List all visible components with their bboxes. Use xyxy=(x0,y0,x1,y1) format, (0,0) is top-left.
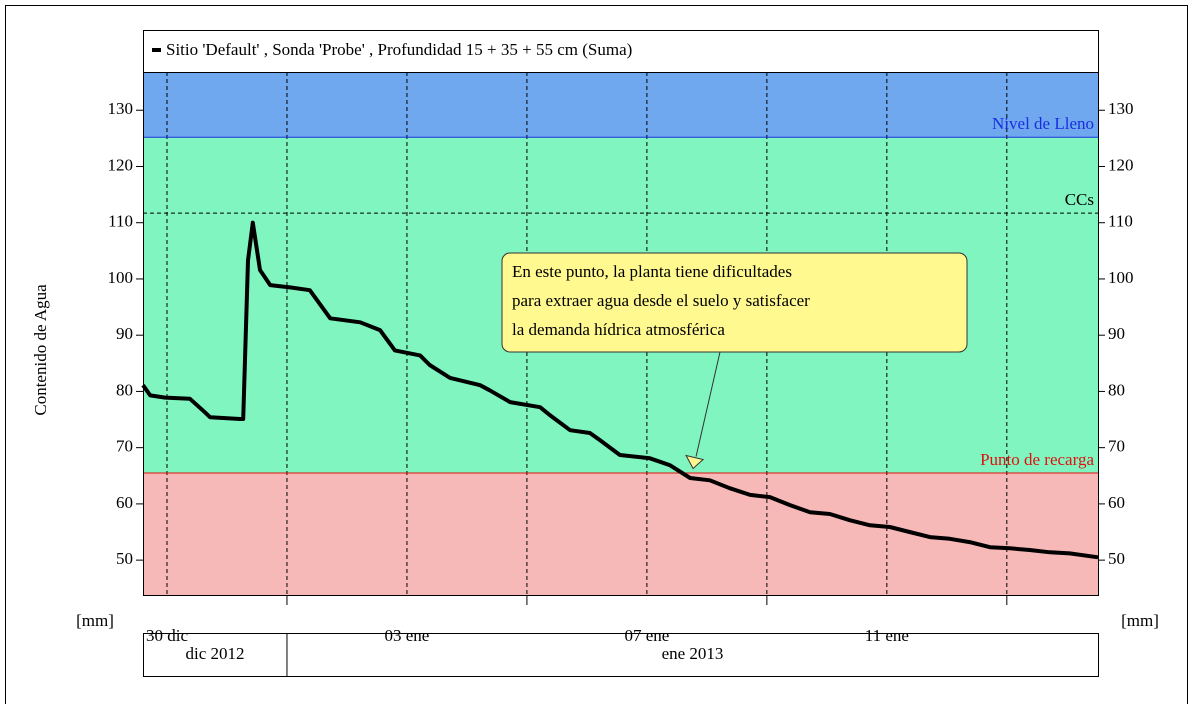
x-tick-label: 11 ene xyxy=(865,626,909,645)
x-tick-label: 07 ene xyxy=(624,626,669,645)
y-tick-label: 90 xyxy=(1108,324,1125,343)
y-tick-label: 100 xyxy=(108,268,134,287)
legend-swatch xyxy=(152,48,161,52)
y-tick-label: 80 xyxy=(116,380,133,399)
annotation-arrow xyxy=(695,351,721,457)
y-tick-label: 60 xyxy=(1108,493,1125,512)
y-tick-label: 80 xyxy=(1108,380,1125,399)
month-label: ene 2013 xyxy=(662,644,724,663)
y-axis-label: Contenido de Agua xyxy=(31,284,50,416)
level-label: Punto de recarga xyxy=(980,450,1094,469)
month-row xyxy=(143,633,1099,677)
month-label: dic 2012 xyxy=(185,644,244,663)
y-tick-label: 130 xyxy=(1108,99,1134,118)
y-unit: [mm] xyxy=(76,611,114,630)
y-tick-label: 110 xyxy=(108,212,133,231)
y-tick-label: 110 xyxy=(1108,212,1133,231)
band xyxy=(143,472,1098,595)
annotation-box xyxy=(501,252,968,353)
y-tick-label: 100 xyxy=(1108,268,1134,287)
x-tick-label: 30 dic xyxy=(146,626,188,645)
y-tick-label: 120 xyxy=(108,155,134,174)
y-tick-label: 90 xyxy=(116,324,133,343)
annotation-text: la demanda hídrica atmosférica xyxy=(512,320,725,339)
y-tick-label: 70 xyxy=(1108,437,1125,456)
annotation-text: En este punto, la planta tiene dificulta… xyxy=(512,262,792,281)
frame xyxy=(5,5,1188,704)
y-tick-label: 130 xyxy=(108,99,134,118)
band xyxy=(143,72,1098,138)
level-label: CCs xyxy=(1065,190,1094,209)
y-unit: [mm] xyxy=(1121,611,1159,630)
y-tick-label: 50 xyxy=(1108,549,1125,568)
level-label: Nivel de Lleno xyxy=(992,114,1094,133)
legend-entry: Sitio 'Default' , Sonda 'Probe' , Profun… xyxy=(166,40,632,59)
x-tick-label: 03 ene xyxy=(385,626,430,645)
annotation-arrowhead xyxy=(685,454,705,470)
plot-border xyxy=(143,72,1099,596)
y-tick-label: 60 xyxy=(116,493,133,512)
series-line xyxy=(141,220,1099,560)
y-tick-label: 70 xyxy=(116,437,133,456)
y-tick-label: 50 xyxy=(116,549,133,568)
annotation-text: para extraer agua desde el suelo y satis… xyxy=(512,291,810,310)
y-tick-label: 120 xyxy=(1108,155,1134,174)
